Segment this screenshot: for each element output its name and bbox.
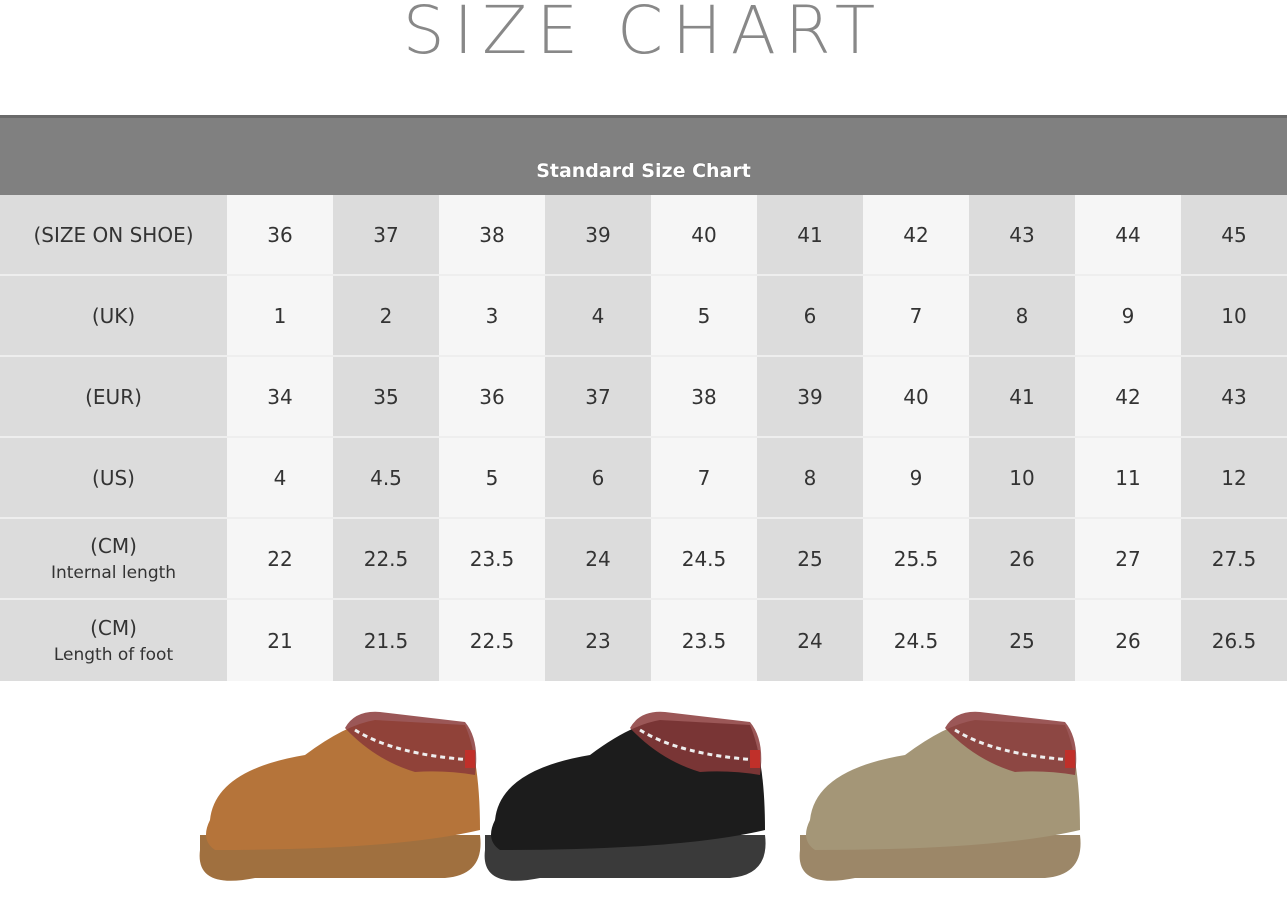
table-cell: 1: [227, 276, 333, 355]
table-cell: 4.5: [333, 438, 439, 517]
table-cell: 9: [863, 438, 969, 517]
table-header: Standard Size Chart: [0, 115, 1287, 195]
table-cell: 11: [1075, 438, 1181, 517]
table-cell: 39: [545, 195, 651, 274]
table-cell: 21.5: [333, 600, 439, 681]
page-title: SIZE CHART: [402, 0, 885, 69]
table-cell: 24: [757, 600, 863, 681]
table-cell: 9: [1075, 276, 1181, 355]
table-cell: 45: [1181, 195, 1287, 274]
table-cell: 27: [1075, 519, 1181, 598]
table-cell: 23.5: [439, 519, 545, 598]
table-cell: 34: [227, 357, 333, 436]
row-label: (UK): [0, 276, 227, 355]
table-row: (CM) Length of foot 21 21.5 22.5 23 23.5 24 24.5…: [0, 600, 1287, 681]
table-cell: 44: [1075, 195, 1181, 274]
table-cell: 27.5: [1181, 519, 1287, 598]
slipper-black-image: [484, 711, 766, 881]
table-cell: 38: [439, 195, 545, 274]
table-cell: 35: [333, 357, 439, 436]
table-cell: 42: [863, 195, 969, 274]
table-row: (US) 4 4.5 5 6 7 8 9 10 11 12: [0, 438, 1287, 519]
table-cell: 37: [333, 195, 439, 274]
table-cell: 23: [545, 600, 651, 681]
table-row: (CM) Internal length 22 22.5 23.5 24 24.5 25 25.…: [0, 519, 1287, 600]
size-chart-table: Standard Size Chart (SIZE ON SHOE) 36 37 38…: [0, 115, 1287, 681]
table-cell: 24.5: [863, 600, 969, 681]
table-cell: 6: [545, 438, 651, 517]
row-label: (SIZE ON SHOE): [0, 195, 227, 274]
table-cell: 41: [757, 195, 863, 274]
row-label: (EUR): [0, 357, 227, 436]
table-cell: 24: [545, 519, 651, 598]
row-label: (CM) Length of foot: [0, 600, 227, 681]
table-cell: 2: [333, 276, 439, 355]
table-cell: 38: [651, 357, 757, 436]
table-cell: 5: [651, 276, 757, 355]
table-cell: 3: [439, 276, 545, 355]
table-cell: 10: [1181, 276, 1287, 355]
table-cell: 26: [969, 519, 1075, 598]
table-cell: 4: [545, 276, 651, 355]
table-cell: 21: [227, 600, 333, 681]
table-cell: 5: [439, 438, 545, 517]
row-sublabel: Length of foot: [53, 644, 174, 665]
table-cell: 24.5: [651, 519, 757, 598]
row-label-text: (CM): [90, 615, 137, 640]
row-label-text: (US): [92, 465, 135, 490]
table-cell: 7: [651, 438, 757, 517]
table-cell: 10: [969, 438, 1075, 517]
table-cell: 36: [439, 357, 545, 436]
row-label: (CM) Internal length: [0, 519, 227, 598]
table-cell: 12: [1181, 438, 1287, 517]
table-cell: 22: [227, 519, 333, 598]
row-label-text: (CM): [90, 533, 137, 558]
row-label-text: (EUR): [85, 384, 142, 409]
table-cell: 26.5: [1181, 600, 1287, 681]
table-cell: 8: [969, 276, 1075, 355]
table-row: (UK) 1 2 3 4 5 6 7 8 9 10: [0, 276, 1287, 357]
table-cell: 40: [651, 195, 757, 274]
table-cell: 8: [757, 438, 863, 517]
table-cell: 25: [969, 600, 1075, 681]
table-cell: 42: [1075, 357, 1181, 436]
table-cell: 25: [757, 519, 863, 598]
table-cell: 26: [1075, 600, 1181, 681]
table-cell: 4: [227, 438, 333, 517]
table-cell: 36: [227, 195, 333, 274]
table-cell: 37: [545, 357, 651, 436]
table-row: (SIZE ON SHOE) 36 37 38 39 40 41 42 43 44 45: [0, 195, 1287, 276]
row-sublabel: Internal length: [50, 562, 177, 583]
table-cell: 25.5: [863, 519, 969, 598]
table-row: (EUR) 34 35 36 37 38 39 40 41 42 43: [0, 357, 1287, 438]
table-cell: 39: [757, 357, 863, 436]
table-cell: 22.5: [333, 519, 439, 598]
table-cell: 22.5: [439, 600, 545, 681]
product-images: [199, 711, 1081, 881]
row-label-text: (SIZE ON SHOE): [33, 222, 194, 247]
table-cell: 43: [969, 195, 1075, 274]
table-cell: 6: [757, 276, 863, 355]
table-cell: 23.5: [651, 600, 757, 681]
slipper-chestnut-image: [199, 711, 481, 881]
row-label-text: (UK): [91, 303, 136, 328]
slipper-sand-image: [799, 711, 1081, 881]
table-cell: 43: [1181, 357, 1287, 436]
table-cell: 41: [969, 357, 1075, 436]
table-cell: 7: [863, 276, 969, 355]
row-label: (US): [0, 438, 227, 517]
table-cell: 40: [863, 357, 969, 436]
